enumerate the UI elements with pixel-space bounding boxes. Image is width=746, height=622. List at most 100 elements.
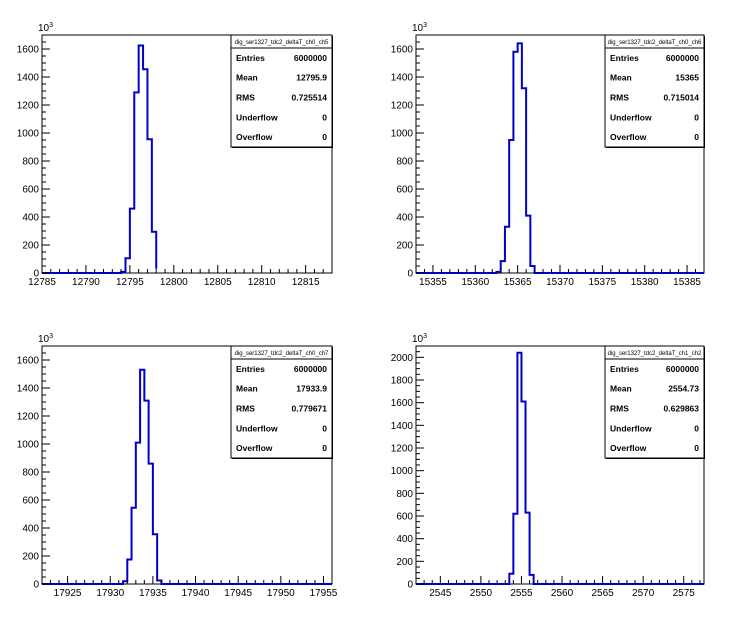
- stats-value-underflow: 0: [322, 112, 327, 122]
- y-tick-label: 1400: [391, 73, 414, 84]
- histogram-bin: [123, 581, 127, 584]
- y-tick-label: 200: [396, 557, 413, 568]
- x-tick-label: 15375: [588, 277, 616, 288]
- histogram-line: [416, 351, 704, 585]
- histogram-bin: [530, 266, 534, 273]
- y-exponent-label: 103: [412, 333, 427, 345]
- stats-label-overflow: Overflow: [236, 443, 273, 453]
- histogram-panel-1: 12785 12790 12795 12800 12805 12810 12815 0 200 4…: [17, 22, 333, 288]
- stats-label-underflow: Underflow: [236, 423, 278, 433]
- x-tick-label: 12785: [28, 277, 56, 288]
- y-tick-label: 1000: [17, 440, 40, 451]
- stats-value-mean: 17933.9: [296, 384, 327, 394]
- y-tick-label: 800: [22, 468, 39, 479]
- y-tick-label: 600: [22, 185, 39, 196]
- y-tick-label: 600: [396, 185, 413, 196]
- stats-histogram-name: dig_ser1327_tdc2_deltaT_ch0_ch5: [235, 40, 329, 46]
- histogram-bin: [153, 534, 157, 584]
- y-tick-label: 1200: [391, 101, 414, 112]
- x-tick-label: 15355: [419, 277, 447, 288]
- stats-value-underflow: 0: [322, 423, 327, 433]
- histogram-bin: [136, 443, 140, 584]
- y-exponent-label: 103: [38, 333, 53, 345]
- y-tick-label: 1400: [391, 421, 414, 432]
- stats-value-rms: 0.629863: [664, 404, 700, 414]
- stats-box: dig_ser1327_tdc2_deltaT_ch0_ch5 Entries 60…: [230, 34, 333, 148]
- x-tick-label: 17940: [182, 588, 210, 599]
- x-tick-label: 2550: [470, 588, 493, 599]
- stats-value-overflow: 0: [694, 443, 699, 453]
- x-tick-label: 12810: [248, 277, 276, 288]
- stats-value-overflow: 0: [694, 132, 699, 142]
- x-tick-label: 17955: [310, 588, 338, 599]
- x-tick-label: 12795: [116, 277, 144, 288]
- histogram-bin: [496, 272, 500, 273]
- y-tick-label: 1200: [391, 444, 414, 455]
- stats-value-entries: 6000000: [294, 364, 327, 374]
- stats-label-entries: Entries: [610, 53, 639, 63]
- y-tick-label: 1200: [17, 101, 40, 112]
- stats-value-rms: 0.779671: [292, 404, 328, 414]
- x-tick-label: 12815: [292, 277, 320, 288]
- y-tick-label: 400: [396, 213, 413, 224]
- histogram-bin: [513, 52, 517, 273]
- stats-label-rms: RMS: [236, 404, 255, 414]
- stats-label-rms: RMS: [610, 404, 629, 414]
- y-tick-label: 1000: [17, 129, 40, 140]
- histogram-bin: [518, 43, 522, 273]
- histogram-bin: [149, 464, 153, 584]
- histogram-bin: [139, 46, 143, 274]
- stats-histogram-name: dig_ser1327_tdc2_deltaT_ch1_ch2: [608, 351, 702, 357]
- y-tick-label: 400: [22, 524, 39, 535]
- y-tick-label: 0: [33, 580, 39, 591]
- histogram-bin: [144, 401, 148, 584]
- histogram-bin: [121, 272, 125, 273]
- y-tick-label: 1600: [391, 45, 414, 56]
- stats-box: dig_ser1327_tdc2_deltaT_ch1_ch2 Entries 60…: [604, 345, 705, 459]
- stats-value-entries: 6000000: [666, 53, 699, 63]
- stats-box: dig_ser1327_tdc2_deltaT_ch0_ch6 Entries 60…: [604, 34, 705, 148]
- stats-value-mean: 2554.73: [668, 384, 699, 394]
- histogram-bin: [147, 139, 151, 273]
- x-tick-label: 17945: [224, 588, 252, 599]
- x-tick-label: 15380: [631, 277, 659, 288]
- stats-label-mean: Mean: [610, 384, 632, 394]
- histogram-bin: [526, 216, 530, 273]
- histogram-bin: [513, 514, 517, 584]
- histogram-bin: [134, 92, 138, 273]
- stats-histogram-name: dig_ser1327_tdc2_deltaT_ch0_ch7: [235, 351, 329, 357]
- histogram-line: [416, 42, 704, 274]
- histogram-bin: [521, 402, 525, 584]
- histogram-bin: [517, 353, 521, 584]
- histogram-bin: [130, 209, 134, 273]
- histogram-bin: [127, 560, 131, 585]
- y-tick-label: 200: [22, 552, 39, 563]
- stats-value-overflow: 0: [322, 132, 327, 142]
- stats-box-frame: [604, 34, 705, 148]
- y-tick-label: 400: [396, 534, 413, 545]
- x-tick-label: 12800: [160, 277, 188, 288]
- y-tick-label: 800: [396, 489, 413, 500]
- y-tick-label: 600: [396, 512, 413, 523]
- stats-label-overflow: Overflow: [610, 132, 647, 142]
- stats-label-overflow: Overflow: [236, 132, 273, 142]
- x-tick-label: 2575: [673, 588, 696, 599]
- stats-box: dig_ser1327_tdc2_deltaT_ch0_ch7 Entries 60…: [230, 345, 333, 459]
- stats-label-underflow: Underflow: [610, 112, 652, 122]
- y-tick-label: 400: [22, 213, 39, 224]
- stats-value-overflow: 0: [322, 443, 327, 453]
- histogram-bin: [157, 581, 161, 585]
- y-tick-label: 1000: [391, 466, 414, 477]
- stats-label-underflow: Underflow: [610, 423, 652, 433]
- stats-label-entries: Entries: [236, 53, 265, 63]
- histogram-panel-2: 15355 15360 15365 15370 15375 15380 15385 0 200 4…: [391, 22, 705, 288]
- y-tick-label: 1800: [391, 376, 414, 387]
- stats-value-rms: 0.715014: [664, 93, 700, 103]
- x-tick-label: 15365: [504, 277, 532, 288]
- y-tick-label: 1600: [17, 45, 40, 56]
- histogram-panel-3: 17925 17930 17935 17940 17945 17950 17955 0 200 4…: [17, 333, 338, 599]
- histogram-bin: [125, 258, 129, 273]
- x-tick-label: 17950: [267, 588, 295, 599]
- stats-value-mean: 12795.9: [296, 73, 327, 83]
- stats-value-mean: 15365: [675, 73, 699, 83]
